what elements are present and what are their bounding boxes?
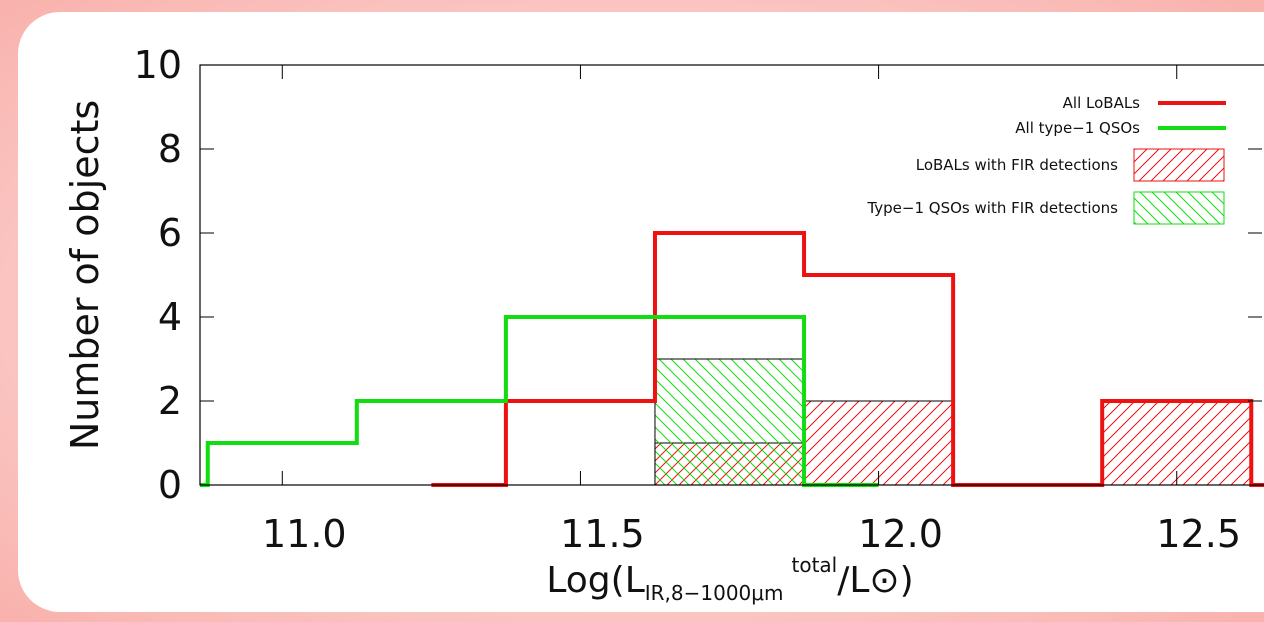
x-tick-label: 11.5 <box>560 512 645 556</box>
y-tick-label: 0 <box>158 463 182 507</box>
x-tick-label: 12.0 <box>858 512 943 556</box>
x-label-sup: total <box>792 553 838 577</box>
x-label-main: Log(L <box>546 560 644 601</box>
legend-swatch <box>1133 191 1225 225</box>
hatch-bar <box>654 358 805 486</box>
x-tick-label: 11.0 <box>262 512 347 556</box>
x-axis-label: Log(LIR,8−1000μm total/L⊙) <box>546 553 913 605</box>
x-label-end: /L⊙) <box>837 560 913 601</box>
y-tick-label: 8 <box>158 127 182 171</box>
legend-label: All type−1 QSOs <box>1015 119 1140 137</box>
legend-label: LoBALs with FIR detections <box>916 156 1118 174</box>
y-tick-label: 4 <box>158 295 182 339</box>
x-label-sub: IR,8−1000μm <box>645 581 784 605</box>
legend-label: Type−1 QSOs with FIR detections <box>866 199 1118 217</box>
y-tick-label: 6 <box>158 211 182 255</box>
legend-label: All LoBALs <box>1063 94 1141 112</box>
x-tick-label: 12.5 <box>1156 512 1241 556</box>
plot-frame <box>199 64 1264 486</box>
y-tick-label: 2 <box>158 379 182 423</box>
plot-area: 0 2 4 6 8 10 11.0 11.5 12.0 12.5 <box>134 43 1264 556</box>
y-axis-label: Number of objects <box>63 100 107 450</box>
legend-swatch <box>1133 148 1225 182</box>
series-layer <box>200 231 1264 487</box>
step-line <box>200 315 879 487</box>
y-tick-label: 10 <box>134 43 182 87</box>
step-line <box>431 231 1264 487</box>
